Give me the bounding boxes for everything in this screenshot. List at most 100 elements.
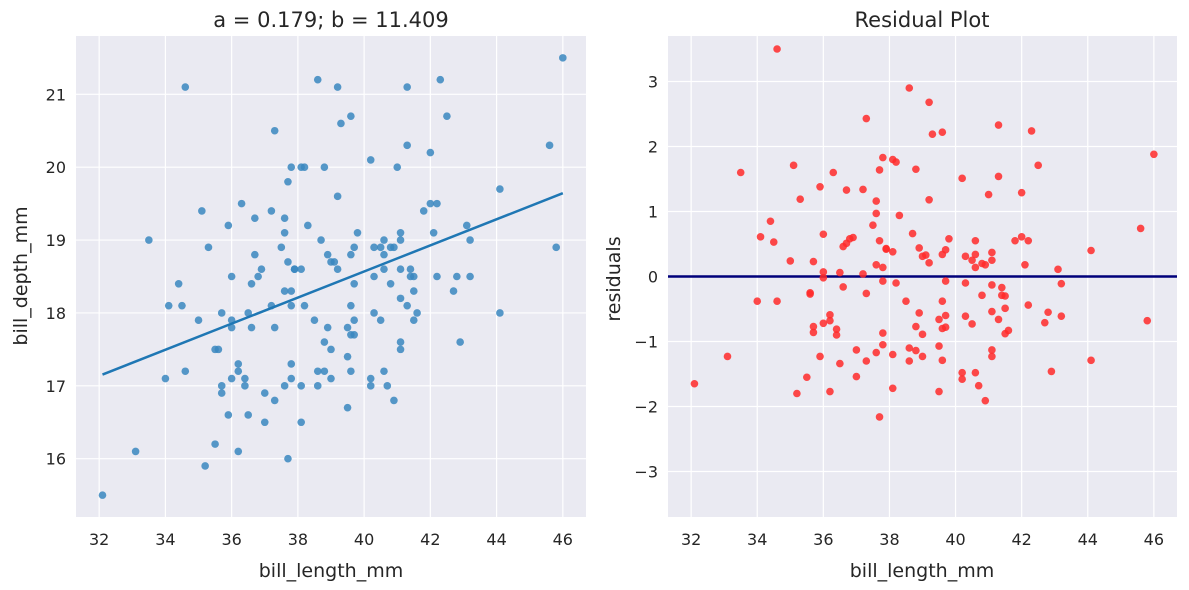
data-point — [244, 309, 253, 317]
data-point — [816, 352, 824, 361]
data-point — [994, 121, 1003, 129]
data-point — [981, 396, 990, 405]
data-point — [426, 148, 435, 157]
data-point — [383, 382, 392, 390]
data-point — [403, 301, 411, 310]
data-point — [211, 440, 219, 448]
data-point — [994, 172, 1003, 181]
data-point — [161, 374, 170, 383]
data-point — [396, 294, 405, 303]
data-point — [131, 447, 140, 456]
data-point — [938, 356, 947, 365]
data-point — [181, 367, 190, 376]
data-point — [862, 114, 871, 123]
data-point — [915, 244, 923, 252]
data-point — [304, 221, 312, 230]
data-point — [343, 403, 352, 412]
data-point — [988, 256, 996, 265]
data-point — [313, 367, 322, 376]
data-point — [287, 374, 296, 383]
y-tick-label: 21 — [46, 85, 66, 104]
data-point — [234, 447, 243, 456]
data-point — [333, 83, 342, 91]
data-point — [872, 209, 881, 218]
data-point — [284, 258, 292, 266]
data-point — [908, 229, 917, 238]
data-point — [270, 323, 279, 332]
y-tick-label: 17 — [46, 377, 66, 396]
data-point — [181, 83, 190, 91]
data-point — [290, 265, 299, 274]
data-point — [879, 263, 887, 272]
data-point — [773, 297, 781, 306]
data-point — [350, 316, 358, 325]
data-point — [872, 261, 881, 269]
data-point — [323, 323, 332, 332]
data-point — [320, 367, 329, 376]
data-point — [852, 346, 861, 354]
data-point — [198, 207, 206, 215]
data-point — [882, 245, 890, 253]
data-point — [888, 384, 897, 393]
data-point — [958, 174, 966, 183]
data-point — [826, 311, 834, 319]
data-point — [872, 197, 881, 205]
data-point — [875, 236, 884, 245]
data-point — [1057, 279, 1066, 288]
data-point — [462, 221, 471, 230]
data-point — [234, 360, 243, 368]
data-point — [935, 342, 943, 350]
data-point — [1001, 292, 1009, 300]
data-point — [958, 375, 966, 384]
data-point — [433, 199, 441, 208]
data-point — [941, 311, 950, 320]
data-point — [981, 261, 990, 269]
data-point — [1034, 161, 1042, 170]
x-tick-label: 38 — [288, 530, 308, 549]
data-point — [327, 374, 335, 383]
data-point — [443, 112, 451, 120]
data-point — [912, 165, 920, 174]
regression-panel: 32 34 36 38 40 42 44 46 16 17 18 19 20 21 a = 0.179; … — [10, 8, 586, 582]
data-point — [343, 352, 352, 361]
data-point — [895, 211, 904, 220]
data-point — [1017, 233, 1026, 241]
data-point — [829, 168, 838, 177]
data-point — [766, 217, 775, 226]
data-point — [905, 84, 914, 92]
data-point — [241, 374, 249, 383]
x-tick-label: 32 — [681, 530, 701, 549]
data-point — [938, 297, 947, 306]
data-point — [862, 357, 871, 365]
data-point — [849, 233, 857, 242]
data-point — [310, 316, 319, 325]
data-point — [284, 454, 292, 463]
data-point — [925, 259, 933, 267]
tick-labels: 32 34 36 38 40 42 44 46 16 17 18 19 20 21 — [46, 85, 573, 549]
data-point — [796, 195, 805, 203]
data-point — [174, 279, 183, 288]
data-point — [809, 328, 818, 337]
data-point — [839, 283, 847, 291]
data-point — [280, 382, 289, 390]
y-axis-label: residuals — [603, 236, 625, 321]
data-point — [918, 352, 927, 361]
data-point — [287, 287, 296, 295]
y-tick-label: −3 — [634, 463, 658, 482]
data-point — [426, 199, 435, 208]
data-point — [343, 323, 352, 332]
data-point — [287, 360, 296, 368]
data-point — [961, 279, 970, 287]
data-point — [366, 382, 375, 390]
x-tick-label: 36 — [813, 530, 833, 549]
x-tick-label: 46 — [553, 530, 573, 549]
x-tick-label: 44 — [1078, 530, 1098, 549]
data-point — [227, 374, 236, 383]
x-tick-label: 40 — [354, 530, 374, 549]
data-point — [347, 301, 355, 310]
data-point — [941, 323, 950, 332]
regression-line — [102, 192, 564, 376]
data-point — [819, 230, 828, 239]
data-point — [559, 54, 567, 62]
data-point — [267, 207, 276, 215]
